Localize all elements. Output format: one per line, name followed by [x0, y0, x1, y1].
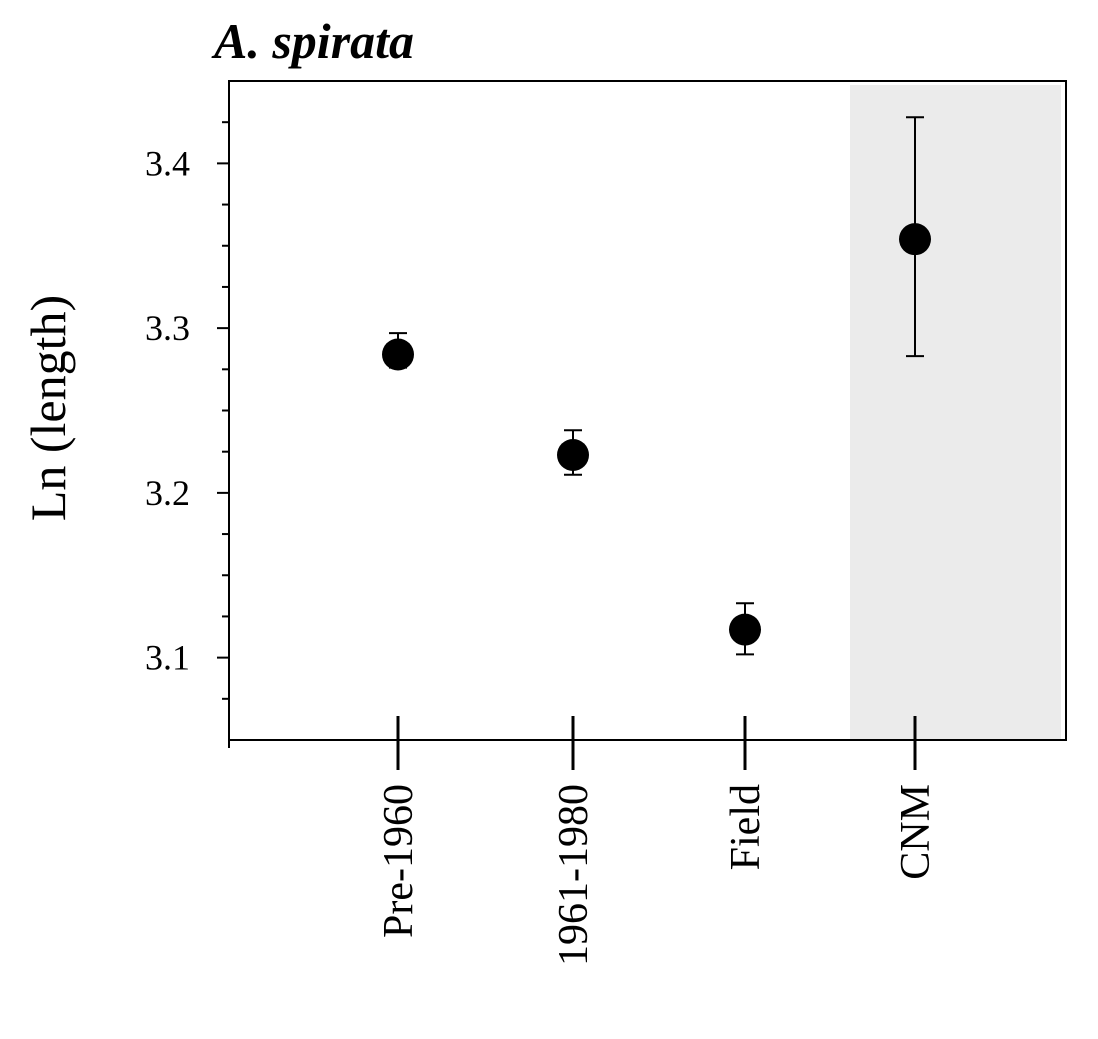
plot-area: 3.1 3.2 3.3 3.4 Pre-1960 1961-1980 Field CNM: [145, 80, 1067, 966]
y-tick-label: 3.4: [145, 143, 190, 183]
y-tick-label: 3.1: [145, 638, 190, 678]
x-tick-label: CNM: [893, 784, 939, 880]
data-point: [899, 223, 931, 256]
y-tick-label: 3.2: [145, 473, 190, 513]
y-tick-label: 3.3: [145, 308, 190, 348]
x-tick-label: 1961-1980: [551, 784, 597, 966]
data-point: [557, 438, 589, 471]
highlight-band-cnm: [850, 85, 1061, 740]
data-point: [382, 338, 414, 371]
chart-title: A. spirata: [211, 13, 414, 69]
data-point: [729, 613, 761, 646]
y-axis-label: Ln (length): [20, 295, 76, 521]
x-tick-label: Field: [723, 784, 769, 870]
x-tick-label: Pre-1960: [376, 784, 422, 938]
